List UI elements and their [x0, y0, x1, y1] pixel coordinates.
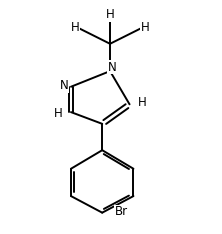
- Text: Br: Br: [115, 205, 128, 218]
- Text: H: H: [141, 21, 150, 34]
- Text: H: H: [54, 107, 63, 120]
- Text: H: H: [138, 96, 147, 109]
- Text: N: N: [108, 61, 116, 74]
- Text: H: H: [71, 21, 79, 34]
- Text: N: N: [60, 79, 69, 92]
- Text: H: H: [106, 8, 114, 21]
